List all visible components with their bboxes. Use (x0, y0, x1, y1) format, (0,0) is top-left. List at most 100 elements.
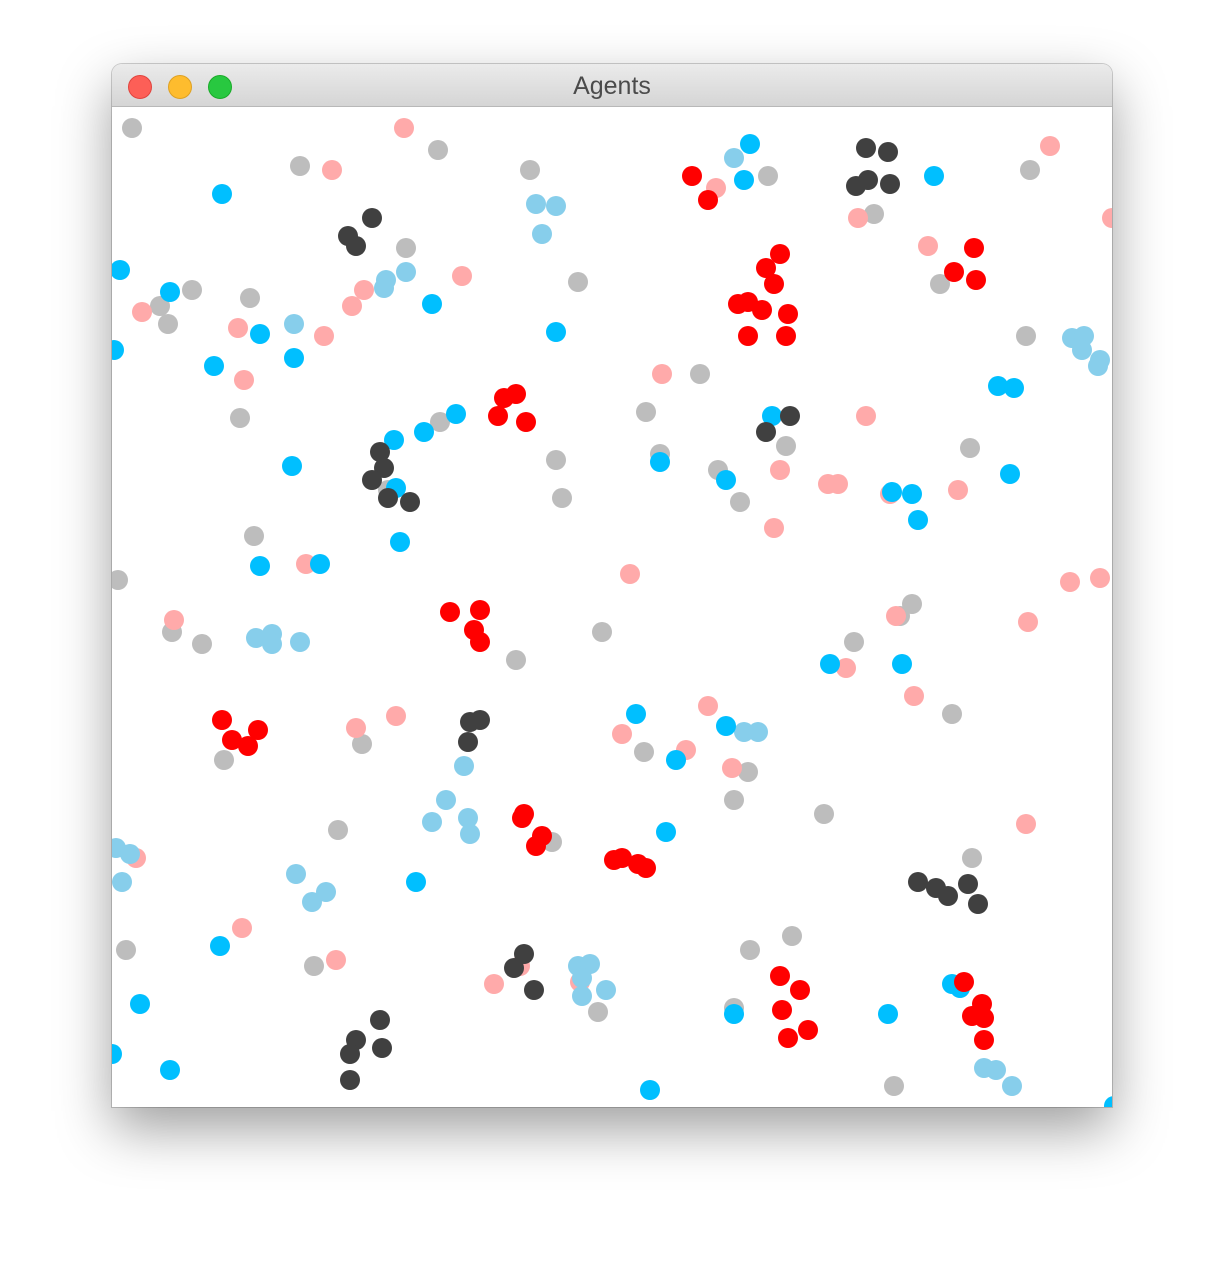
agent-dot-pink (1018, 612, 1038, 632)
agent-dot-gray (240, 288, 260, 308)
agent-dot-cyan (250, 324, 270, 344)
agent-dot-red (440, 602, 460, 622)
agent-dot-gray (290, 156, 310, 176)
agent-dot-pink (612, 724, 632, 744)
agent-dot-sky (986, 1060, 1006, 1080)
agent-dot-dark (938, 886, 958, 906)
title-bar[interactable]: Agents (112, 64, 1112, 107)
agent-dot-pink (132, 302, 152, 322)
agent-dot-dark (340, 1070, 360, 1090)
agent-dot-red (738, 326, 758, 346)
agent-dot-gray (112, 570, 128, 590)
agent-dot-sky (1002, 1076, 1022, 1096)
agent-dot-pink (354, 280, 374, 300)
agent-dot-sky (454, 756, 474, 776)
agent-dot-cyan (160, 282, 180, 302)
agent-dot-gray (592, 622, 612, 642)
agent-dot-dark (340, 1044, 360, 1064)
agent-dot-gray (568, 272, 588, 292)
agent-dot-red (470, 600, 490, 620)
agent-dot-gray (214, 750, 234, 770)
agent-dot-gray (304, 956, 324, 976)
agent-dot-dark (504, 958, 524, 978)
agent-dot-cyan (734, 170, 754, 190)
agent-dot-dark (346, 236, 366, 256)
agent-dot-gray (352, 734, 372, 754)
agent-dot-gray (552, 488, 572, 508)
agent-dot-pink (296, 554, 316, 574)
agent-dot-pink (346, 718, 366, 738)
agent-dot-dark (856, 138, 876, 158)
agent-dot-cyan (390, 532, 410, 552)
agent-dot-sky (262, 634, 282, 654)
agent-dot-pink (1040, 136, 1060, 156)
agent-dot-cyan (924, 166, 944, 186)
agent-dot-sky (374, 278, 394, 298)
agent-dot-pink (452, 266, 472, 286)
agent-dot-red (770, 244, 790, 264)
agent-dot-cyan (446, 404, 466, 424)
agent-dot-cyan (626, 704, 646, 724)
agent-dot-red (682, 166, 702, 186)
agent-dot-dark (958, 874, 978, 894)
agent-dot-sky (724, 148, 744, 168)
agent-dot-dark (400, 492, 420, 512)
agent-dot-gray (396, 238, 416, 258)
agent-dot-sky (1072, 340, 1092, 360)
agent-dot-cyan (882, 482, 902, 502)
agent-dot-cyan (716, 716, 736, 736)
agent-dot-sky (286, 864, 306, 884)
agent-dot-red (488, 406, 508, 426)
agent-dot-sky (572, 968, 592, 988)
agent-dot-red (470, 632, 490, 652)
agent-dot-sky (460, 824, 480, 844)
agent-dot-pink (652, 364, 672, 384)
agent-dot-cyan (902, 484, 922, 504)
agent-dot-sky (572, 986, 592, 1006)
agent-dot-cyan (282, 456, 302, 476)
agent-dot-red (778, 304, 798, 324)
agent-dot-sky (458, 808, 478, 828)
agent-dot-gray (192, 634, 212, 654)
agent-dot-gray (122, 118, 142, 138)
agent-dot-gray (1020, 160, 1040, 180)
agent-dot-red (516, 412, 536, 432)
agent-dot-pink (484, 974, 504, 994)
agent-dot-pink (836, 658, 856, 678)
agent-dot-gray (730, 492, 750, 512)
close-window-button[interactable] (128, 75, 152, 99)
agent-dot-red (954, 972, 974, 992)
agent-dot-cyan (160, 1060, 180, 1080)
agent-dot-cyan (656, 822, 676, 842)
agent-dot-sky (596, 980, 616, 1000)
agent-dot-pink (698, 696, 718, 716)
agent-dot-red (514, 804, 534, 824)
agent-dot-sky (422, 812, 442, 832)
agent-dot-cyan (716, 470, 736, 490)
agent-dot-pink (904, 686, 924, 706)
agent-dot-sky (284, 314, 304, 334)
agent-dot-red (238, 736, 258, 756)
agent-dot-gray (884, 1076, 904, 1096)
agent-dot-red (756, 258, 776, 278)
agent-dot-sky (290, 632, 310, 652)
zoom-window-button[interactable] (208, 75, 232, 99)
agent-dot-cyan (1000, 464, 1020, 484)
agent-dot-red (798, 1020, 818, 1040)
minimize-window-button[interactable] (168, 75, 192, 99)
agent-dot-red (778, 1028, 798, 1048)
agent-dot-cyan (406, 872, 426, 892)
agent-dot-gray (1016, 326, 1036, 346)
agent-dot-dark (470, 710, 490, 730)
agent-dot-red (612, 848, 632, 868)
agent-dot-dark (370, 442, 390, 462)
agent-dot-sky (1088, 356, 1108, 376)
agent-dot-cyan (640, 1080, 660, 1100)
agent-dot-gray (520, 160, 540, 180)
agent-dot-pink (322, 160, 342, 180)
agent-dot-gray (776, 436, 796, 456)
agent-dot-dark (524, 980, 544, 1000)
agent-dot-cyan (112, 1044, 122, 1064)
agent-dot-pink (314, 326, 334, 346)
agent-dot-gray (758, 166, 778, 186)
